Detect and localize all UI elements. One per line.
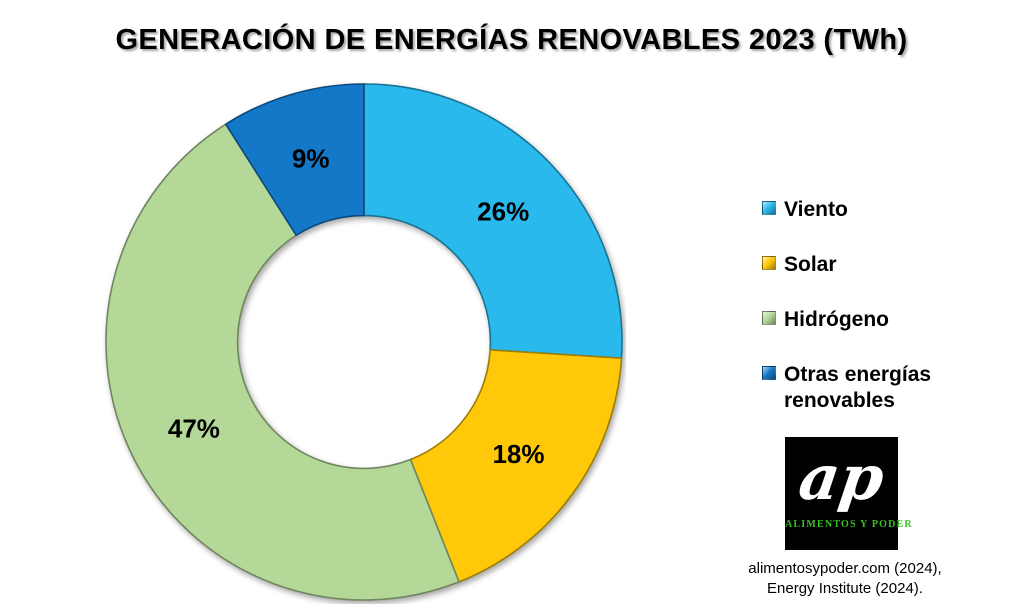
logo-monogram: ap bbox=[794, 441, 889, 514]
slice-label-viento: 26% bbox=[477, 196, 529, 226]
logo-alimentos-y-poder: ap ALIMENTOS Y PODER bbox=[785, 437, 913, 550]
legend-swatch-otras-energias-icon bbox=[762, 366, 776, 380]
legend-label-hidrogeno: Hidrógeno bbox=[784, 308, 889, 331]
logo-name: ALIMENTOS Y PODER bbox=[785, 519, 913, 530]
donut-chart: 26% 18% 47% 9% bbox=[102, 80, 626, 604]
legend-item-otras-energias-renovables: Otras energías renovables bbox=[762, 362, 992, 414]
pie-slice-otras-energias-renovables bbox=[224, 83, 365, 237]
legend-item-solar: Solar bbox=[762, 252, 992, 278]
source-line-1: alimentosypoder.com (2024), bbox=[748, 560, 942, 577]
legend-item-viento: Viento bbox=[762, 197, 992, 223]
page-title: GENERACIÓN DE ENERGÍAS RENOVABLES 2023 (… bbox=[115, 24, 908, 56]
pie-slice-viento bbox=[363, 83, 623, 359]
legend-swatch-viento-icon bbox=[762, 201, 776, 215]
legend-label-viento: Viento bbox=[784, 198, 848, 221]
pie-slice-solar bbox=[409, 349, 623, 583]
donut-svg: 26% 18% 47% 9% bbox=[105, 83, 623, 601]
legend-item-hidrogeno: Hidrógeno bbox=[762, 307, 992, 333]
chart-legend: Viento Solar Hidrógeno Otras energías re… bbox=[762, 197, 992, 443]
legend-swatch-hidrogeno-icon bbox=[762, 311, 776, 325]
legend-label-solar: Solar bbox=[784, 253, 837, 276]
legend-label-otras-energias: Otras energías renovables bbox=[784, 363, 932, 412]
legend-swatch-solar-icon bbox=[762, 256, 776, 270]
slice-label-solar: 18% bbox=[492, 439, 544, 469]
source-citation: alimentosypoder.com (2024), Energy Insti… bbox=[725, 559, 965, 599]
pie-slice-hidrogeno bbox=[105, 123, 460, 601]
slice-label-otras-energias-renovables: 9% bbox=[292, 144, 330, 174]
slice-label-hidrogeno: 47% bbox=[168, 414, 220, 444]
source-line-2: Energy Institute (2024). bbox=[767, 580, 923, 597]
